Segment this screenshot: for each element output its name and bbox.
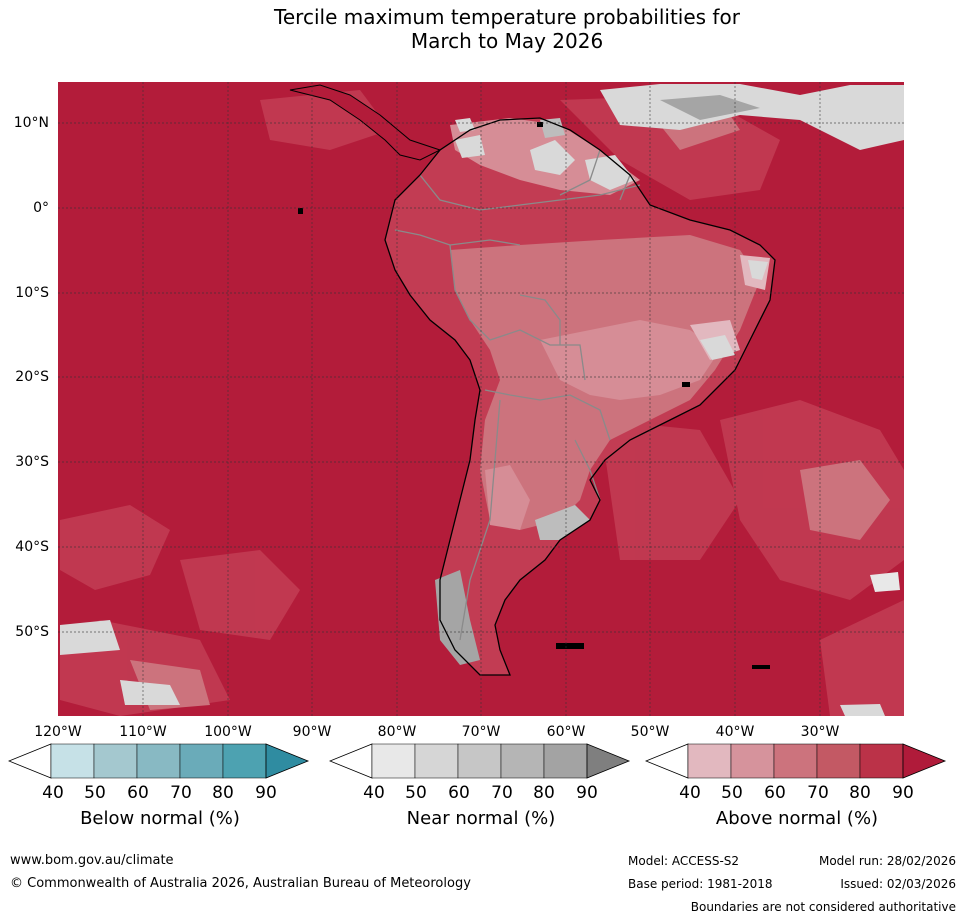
legend-swatch [93, 743, 138, 779]
legend-swatch [222, 743, 267, 779]
legend-extend-low [329, 743, 373, 779]
legend-extend-high [902, 743, 947, 779]
lon-label-70w: 70°W [461, 724, 501, 740]
near-normal-patches [60, 84, 904, 716]
legend-below-normal-bar [8, 743, 310, 779]
legend-near-tick: 50 [405, 783, 427, 803]
legend-above-title: Above normal (%) [715, 808, 879, 829]
lon-label-40w: 40°W [715, 724, 755, 740]
lat-label-40s: 40°S [15, 539, 49, 555]
country-boundaries [394, 149, 641, 641]
islands [298, 122, 770, 669]
legend-swatch [371, 743, 416, 779]
legend-near-tick: 90 [576, 783, 598, 803]
legend-near-title: Near normal (%) [406, 808, 556, 829]
graticule [58, 82, 904, 716]
legend-near-normal-bar [329, 743, 631, 779]
legend-swatch [414, 743, 459, 779]
lat-label-0: 0° [33, 200, 49, 216]
lon-label-80w: 80°W [377, 724, 417, 740]
map-title: Tercile maximum temperature probabilitie… [0, 5, 965, 53]
lat-label-10s: 10°S [15, 285, 49, 301]
lon-label-60w: 60°W [546, 724, 586, 740]
legend-swatch [50, 743, 95, 779]
lon-label-100w: 100°W [204, 724, 252, 740]
base-period: Base period: 1981-2018 [628, 877, 773, 891]
lon-label-30w: 30°W [800, 724, 840, 740]
legend-near-tick: 40 [363, 783, 385, 803]
legend-above-tick: 60 [764, 783, 786, 803]
legend-below-tick: 70 [170, 783, 192, 803]
legend-swatch [816, 743, 861, 779]
title-line-1: Tercile maximum temperature probabilitie… [274, 5, 740, 29]
lat-label-10n: 10°N [13, 115, 49, 131]
legend-above-tick: 90 [892, 783, 914, 803]
legend-above-normal-bar [645, 743, 947, 779]
lat-label-20s: 20°S [15, 369, 49, 385]
legend-near-tick: 70 [491, 783, 513, 803]
legend-extend-high [265, 743, 310, 779]
legend-swatch [500, 743, 545, 779]
legend-extend-low [645, 743, 689, 779]
legend-above-tick: 50 [721, 783, 743, 803]
legend-below-tick: 80 [212, 783, 234, 803]
legend-swatch [543, 743, 588, 779]
legend-swatch [687, 743, 732, 779]
lon-label-120w: 120°W [34, 724, 82, 740]
legend-above-tick: 80 [849, 783, 871, 803]
legend-near-tick: 60 [448, 783, 470, 803]
model-name: Model: ACCESS-S2 [628, 854, 740, 868]
model-run-date: Model run: 28/02/2026 [818, 854, 956, 868]
legend-swatch [136, 743, 181, 779]
legend-below-tick: 40 [42, 783, 64, 803]
legend-swatch [859, 743, 904, 779]
legend-extend-low [8, 743, 52, 779]
copyright-text: © Commonwealth of Australia 2026, Austra… [10, 876, 471, 891]
legend-below-title: Below normal (%) [80, 808, 240, 829]
lon-label-50w: 50°W [630, 724, 670, 740]
legend-below-tick: 60 [127, 783, 149, 803]
coastline [384, 117, 776, 676]
website-link[interactable]: www.bom.gov.au/climate [10, 853, 174, 868]
legend-above-tick: 40 [679, 783, 701, 803]
boundaries-disclaimer: Boundaries are not considered authoritat… [690, 900, 956, 914]
lat-label-50s: 50°S [15, 624, 49, 640]
lat-label-30s: 30°S [15, 454, 49, 470]
legend-above-tick: 70 [807, 783, 829, 803]
legend-below-tick: 50 [84, 783, 106, 803]
issued-date: Issued: 02/03/2026 [840, 877, 956, 891]
title-line-2: March to May 2026 [410, 29, 604, 53]
legend-swatch [730, 743, 775, 779]
lon-label-90w: 90°W [292, 724, 332, 740]
legend-below-tick: 90 [255, 783, 277, 803]
legend-swatch [773, 743, 818, 779]
legend-near-tick: 80 [533, 783, 555, 803]
legend-swatch [179, 743, 224, 779]
legend-swatch [457, 743, 502, 779]
legend-extend-high [586, 743, 631, 779]
lon-label-110w: 110°W [119, 724, 167, 740]
probability-map [58, 82, 904, 716]
